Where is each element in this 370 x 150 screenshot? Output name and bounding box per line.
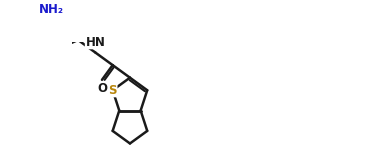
- Text: O: O: [97, 82, 107, 95]
- Text: NH₂: NH₂: [39, 3, 64, 16]
- Text: S: S: [108, 84, 117, 97]
- Text: HN: HN: [85, 36, 105, 49]
